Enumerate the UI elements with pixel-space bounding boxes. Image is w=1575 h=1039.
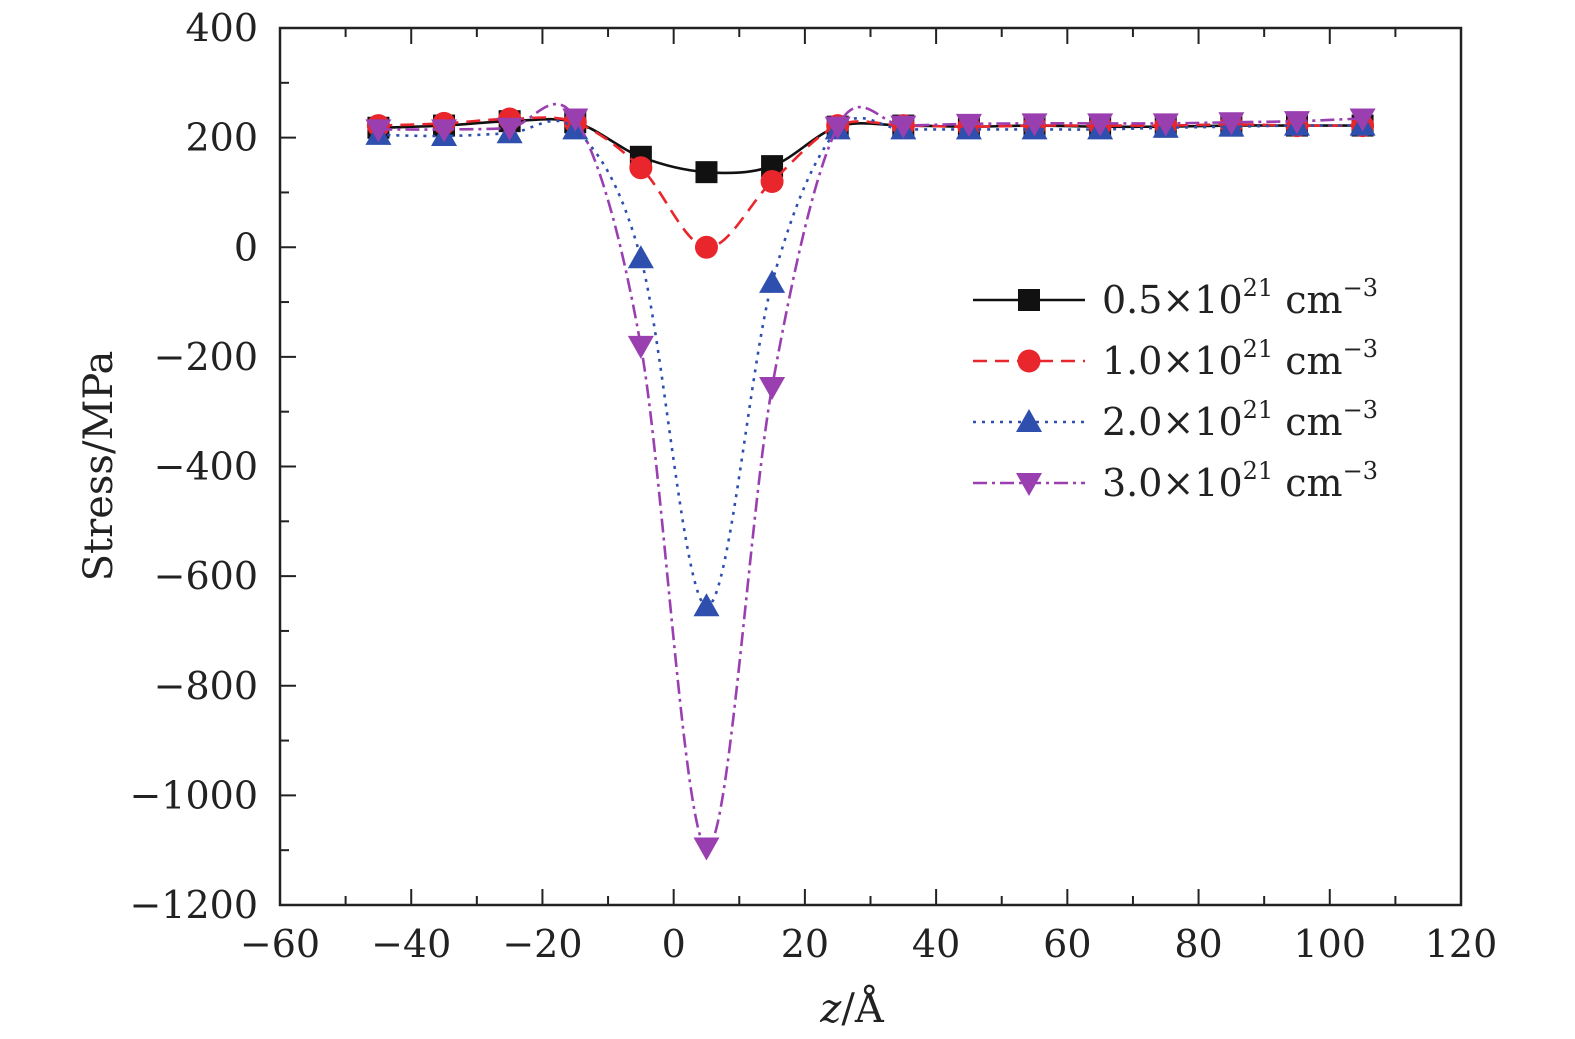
data-point-circle bbox=[761, 170, 784, 193]
y-tick-label: 200 bbox=[185, 116, 258, 160]
data-point-triangle-up bbox=[693, 593, 719, 616]
x-tick-label: 100 bbox=[1294, 922, 1367, 966]
legend-label: 0.5×1021 cm−3 bbox=[1102, 274, 1378, 322]
data-point-circle bbox=[629, 156, 652, 179]
data-point-triangle-down bbox=[628, 336, 654, 359]
x-axis-variable: z bbox=[819, 986, 842, 1032]
legend-item: 1.0×1021 cm−3 bbox=[973, 335, 1378, 383]
legend-marker-triangle-up bbox=[1016, 409, 1042, 432]
legend-label: 3.0×1021 cm−3 bbox=[1102, 457, 1378, 505]
legend-item: 0.5×1021 cm−3 bbox=[973, 274, 1378, 322]
data-point-triangle-down bbox=[759, 377, 785, 400]
x-tick-labels: −60 −40 −20 0 20 40 60 80 100 120 bbox=[240, 922, 1497, 966]
y-tick-label: −600 bbox=[154, 554, 258, 598]
x-tick-label: 60 bbox=[1043, 922, 1091, 966]
x-tick-label: −40 bbox=[371, 922, 451, 966]
stress-chart: −60 −40 −20 0 20 40 60 80 100 120 −1200−1000−800−… bbox=[0, 0, 1575, 1039]
data-point-triangle-up bbox=[759, 270, 785, 293]
data-point-triangle-down bbox=[693, 837, 719, 860]
data-point-circle bbox=[695, 236, 718, 259]
y-axis-title: Stress/MPa bbox=[76, 351, 122, 582]
legend-marker-circle bbox=[1018, 350, 1041, 373]
x-tick-label: 80 bbox=[1174, 922, 1222, 966]
data-point-square bbox=[695, 161, 717, 183]
y-tick-label: 400 bbox=[185, 6, 258, 50]
y-tick-label: 0 bbox=[234, 225, 258, 269]
y-tick-label: −400 bbox=[154, 445, 258, 489]
x-axis-unit: /Å bbox=[841, 985, 884, 1032]
x-tick-label: 0 bbox=[662, 922, 686, 966]
x-tick-label: 20 bbox=[781, 922, 829, 966]
x-tick-label: −60 bbox=[240, 922, 320, 966]
legend-item: 2.0×1021 cm−3 bbox=[973, 396, 1378, 444]
legend-label: 2.0×1021 cm−3 bbox=[1102, 396, 1378, 444]
series-line bbox=[378, 117, 1362, 247]
y-tick-label: −1200 bbox=[129, 883, 258, 927]
legend-item: 3.0×1021 cm−3 bbox=[973, 457, 1378, 505]
x-tick-label: −20 bbox=[502, 922, 582, 966]
y-tick-label: −1000 bbox=[129, 773, 258, 817]
legend-marker-square bbox=[1018, 289, 1040, 311]
x-axis-title: z/Å bbox=[819, 985, 885, 1032]
y-tick-label: −800 bbox=[154, 664, 258, 708]
data-point-triangle-up bbox=[628, 245, 654, 268]
x-tick-label: 40 bbox=[912, 922, 960, 966]
x-tick-label: 120 bbox=[1425, 922, 1498, 966]
legend: 0.5×1021 cm−3 1.0×1021 cm−3 2.0×1021 cm−3 3… bbox=[973, 274, 1378, 505]
legend-marker-triangle-down bbox=[1016, 473, 1042, 496]
legend-label: 1.0×1021 cm−3 bbox=[1102, 335, 1378, 383]
y-tick-label: −200 bbox=[154, 335, 258, 379]
y-tick-labels: −1200 −1000 −800 −600 −400 −200 0 200 400 bbox=[129, 6, 258, 927]
